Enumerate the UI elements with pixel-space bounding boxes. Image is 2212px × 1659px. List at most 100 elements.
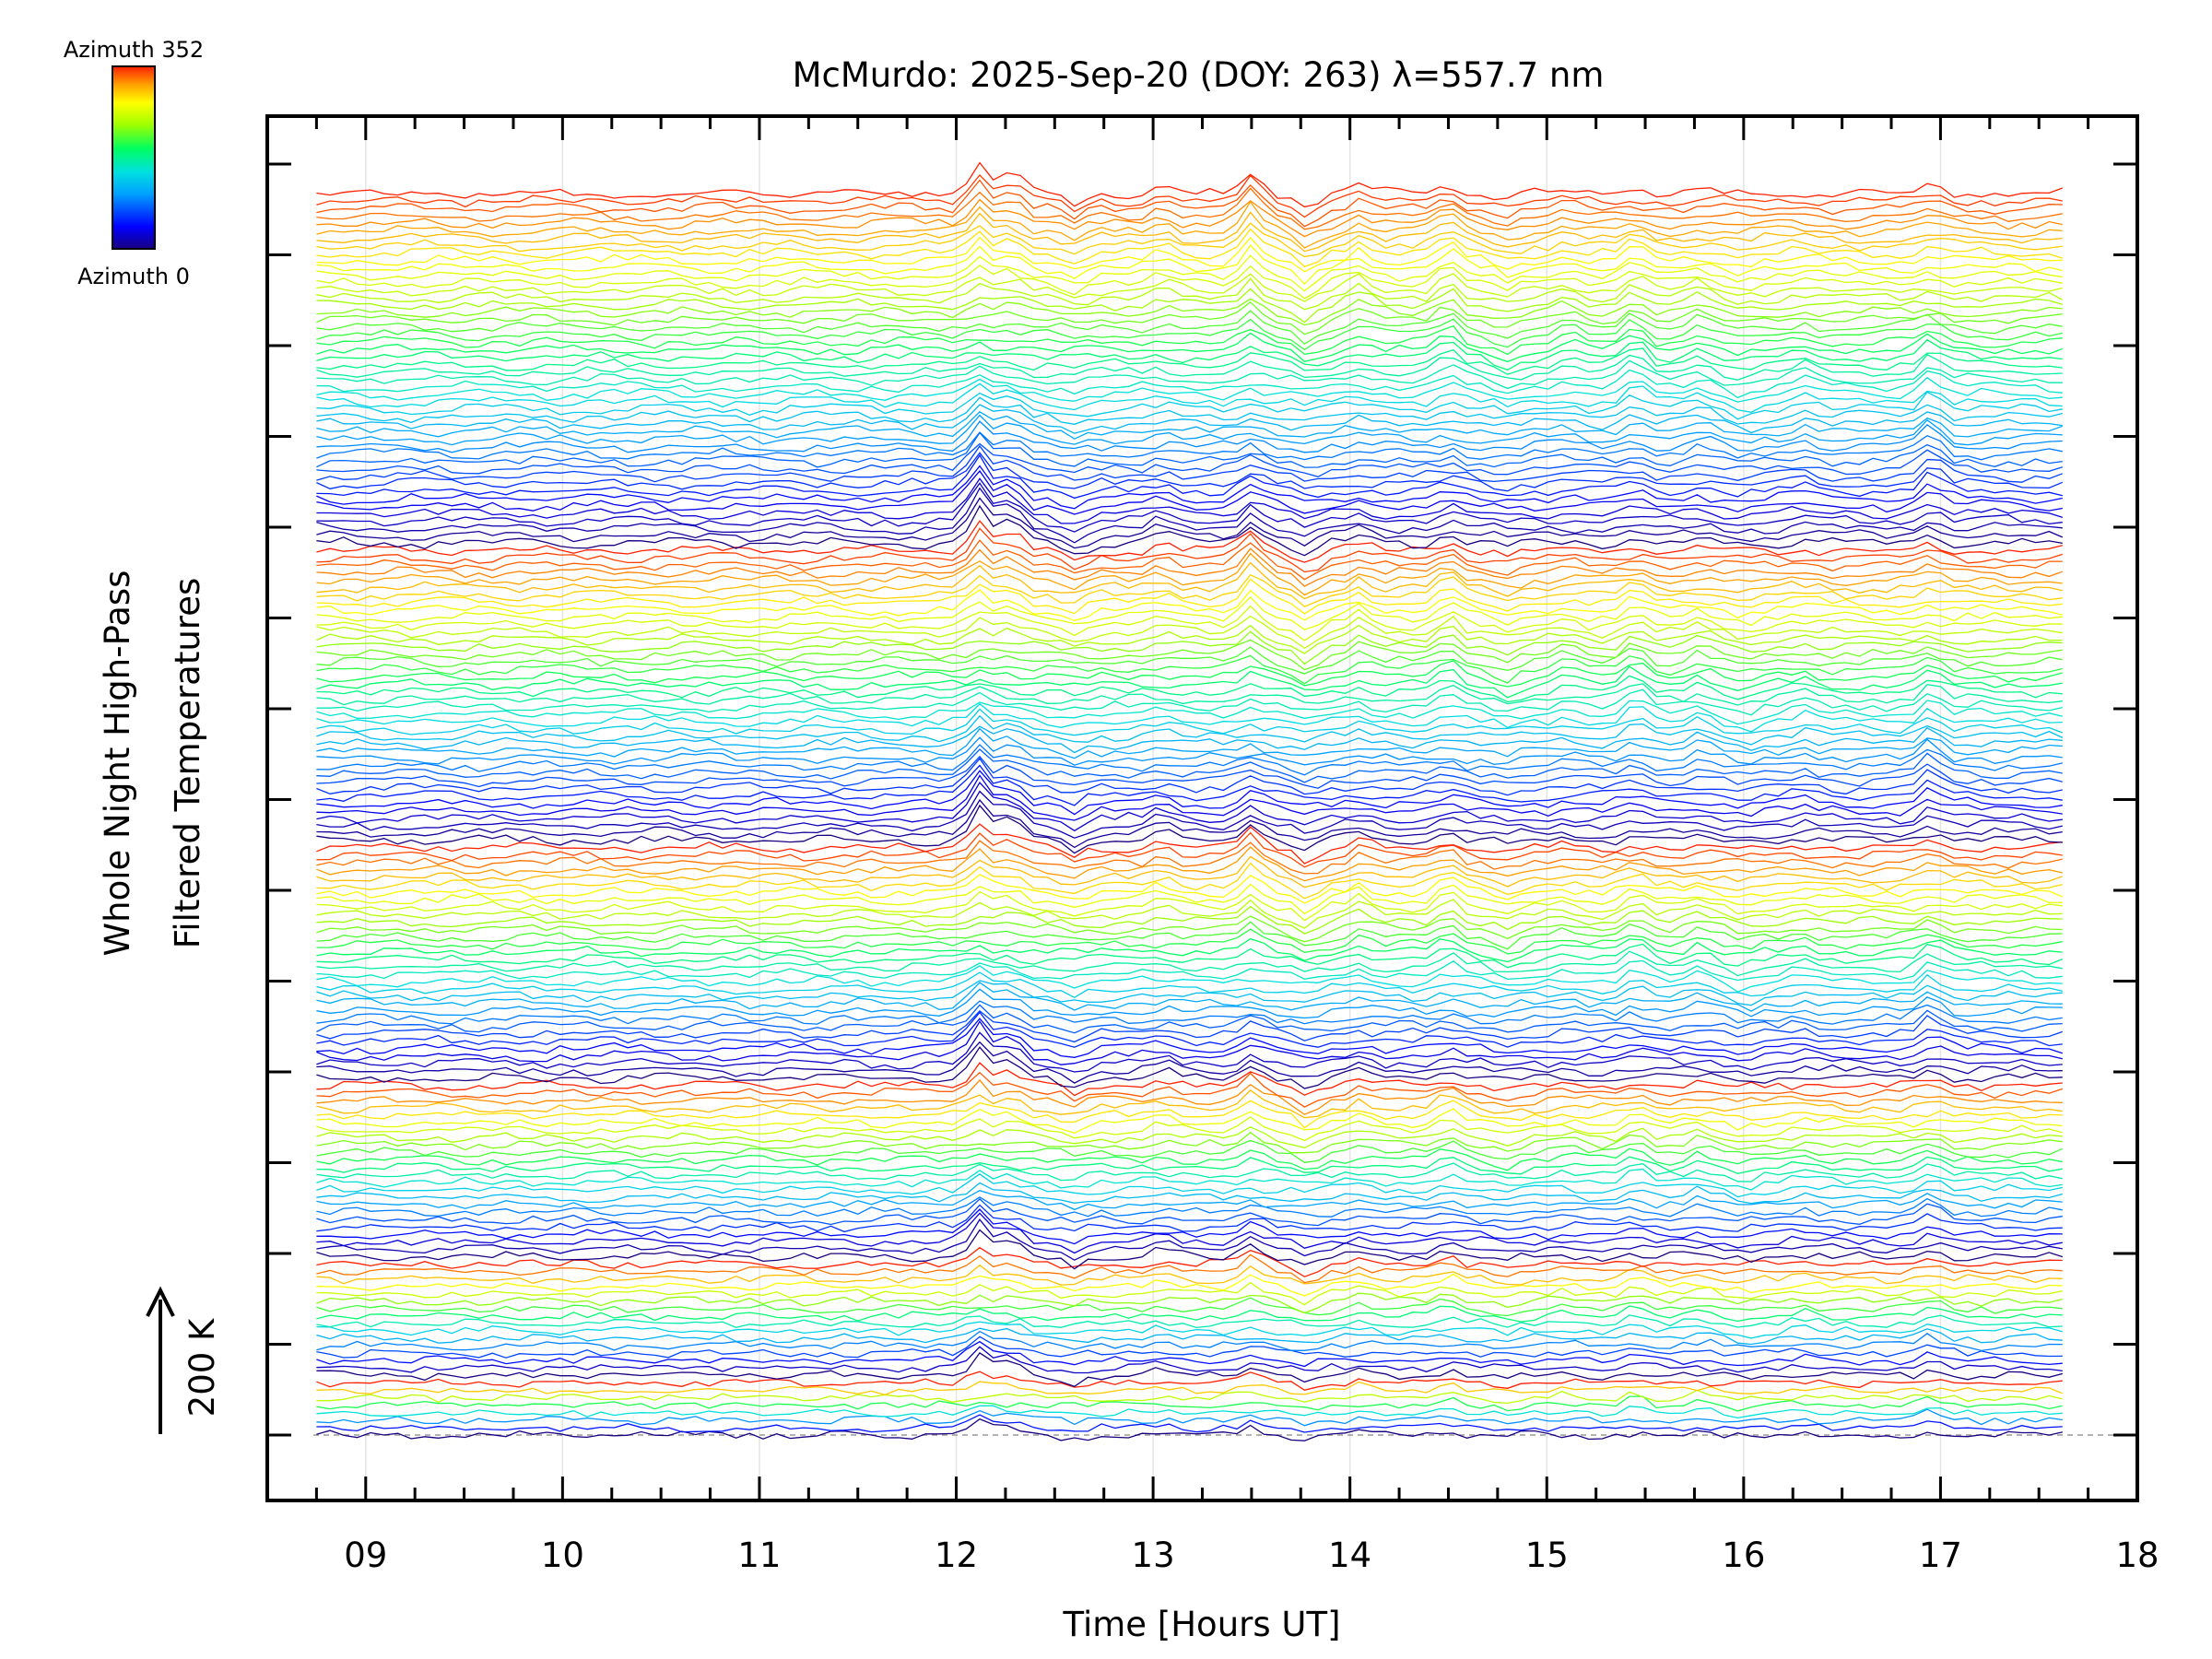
x-tick-label: 11 bbox=[737, 1535, 781, 1575]
series-line bbox=[316, 547, 2064, 587]
series-line bbox=[316, 1253, 2063, 1284]
series-line bbox=[316, 1046, 2063, 1089]
series-line bbox=[316, 1131, 2063, 1154]
series-line bbox=[316, 1305, 2063, 1323]
series-layer bbox=[316, 161, 2064, 1441]
series-line bbox=[316, 1273, 2063, 1297]
series-line bbox=[316, 823, 2063, 865]
series-line bbox=[316, 639, 2063, 671]
series-line bbox=[316, 727, 2063, 759]
series-line bbox=[316, 708, 2064, 736]
series-line bbox=[316, 980, 2063, 1006]
series-line bbox=[316, 1229, 2063, 1270]
series-line bbox=[316, 905, 2063, 935]
series-line bbox=[316, 595, 2063, 630]
series-line bbox=[316, 755, 2063, 789]
axis-ticks bbox=[265, 116, 2139, 1500]
series-line bbox=[316, 915, 2063, 943]
series-line bbox=[316, 1340, 2063, 1368]
x-tick-label: 12 bbox=[935, 1535, 978, 1575]
series-line bbox=[316, 798, 2063, 849]
series-line bbox=[316, 1335, 2063, 1359]
series-line bbox=[316, 1089, 2063, 1119]
series-line bbox=[316, 200, 2063, 249]
series-line bbox=[316, 573, 2063, 607]
series-line bbox=[316, 477, 2063, 524]
series-line bbox=[316, 442, 2063, 477]
series-line bbox=[316, 688, 2063, 716]
series-line bbox=[316, 1352, 2063, 1388]
x-tick-label: 14 bbox=[1328, 1535, 1371, 1575]
series-line bbox=[316, 790, 2063, 839]
series-line bbox=[316, 444, 2064, 483]
series-line bbox=[316, 862, 2063, 900]
plot-frame bbox=[265, 114, 2139, 1502]
series-line bbox=[316, 228, 2063, 268]
series-line bbox=[316, 840, 2063, 875]
series-line bbox=[316, 589, 2063, 621]
series-line bbox=[316, 539, 2063, 581]
series-line bbox=[316, 1100, 2063, 1129]
series-line bbox=[316, 179, 2063, 228]
series-line bbox=[316, 1408, 2063, 1427]
scale-bar-label: 200 K bbox=[182, 1317, 222, 1417]
series-line bbox=[316, 1314, 2063, 1329]
series-line bbox=[316, 965, 2063, 993]
series-line bbox=[316, 714, 2064, 746]
x-tick-label: 18 bbox=[2115, 1535, 2159, 1575]
y-axis-label-line2: Filtered Temperatures bbox=[168, 578, 207, 948]
series-line bbox=[316, 770, 2063, 816]
series-line bbox=[316, 959, 2063, 982]
series-line bbox=[316, 404, 2063, 434]
series-line bbox=[316, 465, 2063, 510]
series-line bbox=[316, 487, 2063, 544]
series-line bbox=[316, 453, 2063, 500]
series-line bbox=[316, 943, 2064, 969]
series-line bbox=[316, 1018, 2064, 1058]
series-line bbox=[316, 1126, 2063, 1148]
series-line bbox=[316, 1139, 2064, 1163]
series-line bbox=[316, 310, 2063, 346]
series-line bbox=[316, 1031, 2063, 1073]
series-line bbox=[316, 890, 2063, 922]
series-line bbox=[316, 1321, 2063, 1339]
series-line bbox=[316, 298, 2063, 326]
series-line bbox=[316, 630, 2063, 665]
series-line bbox=[316, 725, 2063, 754]
series-line bbox=[316, 1330, 2063, 1352]
series-line bbox=[316, 855, 2064, 888]
series-line bbox=[316, 273, 2063, 302]
series-line bbox=[316, 376, 2063, 403]
series-line bbox=[316, 414, 2063, 446]
series-line bbox=[316, 874, 2064, 904]
series-line bbox=[316, 391, 2063, 420]
series-line bbox=[316, 1418, 2063, 1441]
series-line bbox=[316, 1162, 2063, 1182]
series-line bbox=[316, 1381, 2064, 1396]
series-line bbox=[316, 1010, 2064, 1043]
series-line bbox=[316, 736, 2063, 766]
series-line bbox=[316, 988, 2063, 1019]
series-line bbox=[316, 347, 2063, 375]
series-line bbox=[316, 1116, 2063, 1142]
series-line bbox=[316, 758, 2063, 796]
series-line bbox=[316, 1062, 2063, 1097]
series-line bbox=[316, 482, 2063, 533]
series-line bbox=[316, 277, 2064, 311]
series-line bbox=[316, 431, 2063, 461]
series-line bbox=[316, 332, 2064, 363]
series-line bbox=[316, 1196, 2063, 1218]
series-line bbox=[316, 804, 2063, 854]
series-line bbox=[316, 899, 2063, 929]
series-line bbox=[316, 1218, 2063, 1261]
series-line bbox=[316, 174, 2063, 218]
series-line bbox=[316, 702, 2063, 733]
series-line bbox=[316, 1389, 2063, 1405]
series-line bbox=[316, 369, 2063, 399]
series-line bbox=[316, 921, 2063, 950]
x-tick-label: 09 bbox=[344, 1535, 387, 1575]
series-line bbox=[316, 1173, 2063, 1198]
series-line bbox=[316, 161, 2064, 208]
series-line bbox=[316, 1414, 2063, 1433]
